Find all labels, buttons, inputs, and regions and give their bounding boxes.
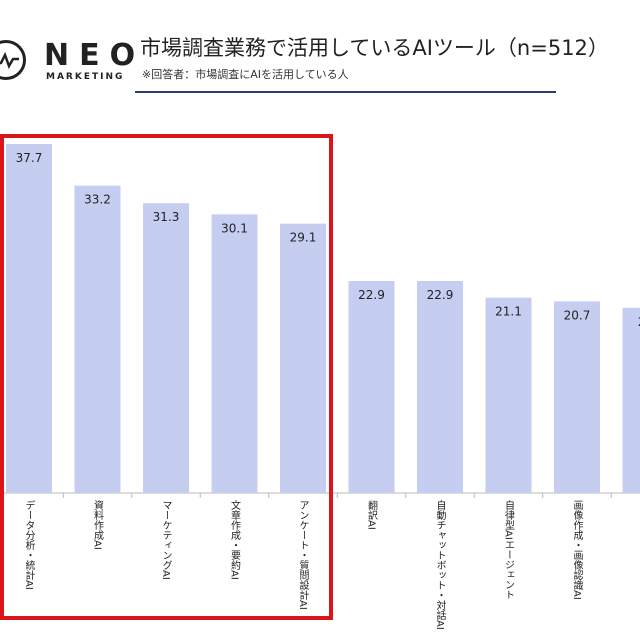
bar-value-label-10: 20 <box>638 315 640 329</box>
bar-7 <box>417 281 463 493</box>
category-label-3: マーケティングAI <box>160 500 171 580</box>
bar-value-label-6: 22.9 <box>358 288 385 302</box>
bar-value-label-3: 31.3 <box>153 210 180 224</box>
bar-3 <box>143 203 189 493</box>
bar-value-label-9: 20.7 <box>564 308 591 322</box>
bar-4 <box>211 214 258 493</box>
page-title: 市場調査業務で活用しているAIツール（n=512） <box>140 36 609 60</box>
bar-10 <box>622 307 640 493</box>
bar-9 <box>554 301 600 493</box>
bar-2 <box>74 185 121 493</box>
bar-value-label-5: 29.1 <box>290 231 317 245</box>
bar-6 <box>348 281 395 493</box>
bar-value-label-2: 33.2 <box>84 193 111 207</box>
page-subtitle: ※回答者：市場調査にAIを活用している人 <box>142 68 349 81</box>
category-label-6: 翻訳AI <box>365 500 377 530</box>
neo-marketing-logo: NEO MARKETING <box>0 36 135 86</box>
category-label-5: アンケート・質問設計AI <box>297 500 308 610</box>
bar-8 <box>485 297 532 493</box>
category-label-8: 自律型AIエージェント <box>502 500 514 600</box>
logo-pulse-icon <box>0 40 26 80</box>
category-label-7: 自動チャットボット・対話AI <box>434 500 445 630</box>
category-label-9: 画像作成・画像認識AI <box>571 500 582 600</box>
bar-5 <box>280 223 326 493</box>
bar-value-label-1: 37.7 <box>16 151 43 165</box>
bar-value-label-8: 21.1 <box>495 305 522 319</box>
logo-wordmark: NEO <box>44 38 146 73</box>
bar-value-label-4: 30.1 <box>221 221 248 235</box>
category-label-1: データ分析・統計AI <box>23 500 34 590</box>
category-label-2: 資料作成AI <box>91 500 103 550</box>
category-label-4: 文章作成・要約AI <box>228 500 240 580</box>
bar-1 <box>6 144 52 493</box>
logo-tagline: MARKETING <box>46 72 125 82</box>
title-underline <box>135 91 556 93</box>
bar-value-label-7: 22.9 <box>427 288 454 302</box>
